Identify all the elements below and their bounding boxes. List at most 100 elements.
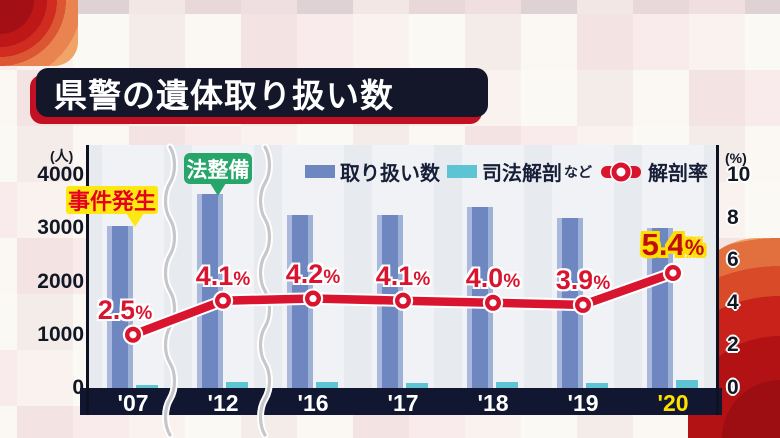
rate-label-percent: % [413, 268, 431, 290]
legend-swatch [305, 165, 335, 178]
page-title: 県警の遺体取り扱い数 [54, 76, 394, 114]
y-tick-right: 6 [727, 248, 739, 272]
rate-label-number: 2.5 [97, 294, 136, 325]
annotation-legislation: 法整備 [184, 153, 252, 184]
bg-tile [521, 70, 577, 126]
bg-tile [745, 0, 780, 14]
legend-line-icon [601, 162, 641, 181]
bg-tile [689, 70, 745, 126]
bg-tile [353, 0, 409, 14]
right-axis-line [716, 145, 719, 415]
x-tick-label: '16 [297, 390, 329, 416]
legend-label-small: など [564, 163, 592, 180]
chart-legend: 取り扱い数 司法解剖 など 解剖率 [305, 157, 708, 186]
x-tick-label: '20 [657, 390, 689, 416]
bg-tile [17, 238, 73, 294]
y-tick-left: 1000 [37, 322, 84, 346]
rate-label: 4.0% [466, 263, 520, 294]
x-tick-label: '19 [567, 390, 599, 416]
rate-label-number: 4.1 [195, 260, 234, 291]
bar-autopsy [316, 382, 338, 388]
rate-label-number: 4.0 [465, 262, 504, 293]
legend-item: 解剖率 [599, 157, 708, 186]
legend-label: 取り扱い数 [340, 163, 440, 185]
legend-label: 司法解剖 [482, 163, 562, 185]
bg-tile [17, 406, 73, 438]
rate-label: 4.1% [376, 261, 430, 292]
y-tick-right: 10 [727, 163, 751, 186]
right-axis-unit: (%) [725, 150, 747, 166]
bg-tile [0, 182, 17, 238]
rate-label-number: 3.9 [555, 264, 594, 295]
rate-label-number: 4.1 [375, 260, 414, 291]
bg-tile [17, 182, 73, 238]
bar-autopsy [136, 384, 158, 388]
x-tick-label: '18 [477, 390, 509, 416]
y-tick-left: 2000 [37, 269, 84, 293]
legend-ring-icon [611, 162, 631, 181]
bar-handled [467, 207, 493, 388]
legend-label: 解剖率 [648, 163, 708, 185]
bg-tile [185, 0, 241, 14]
bg-tile [73, 0, 129, 14]
bg-tile [73, 14, 129, 70]
y-tick-left: 3000 [37, 216, 84, 240]
left-axis-line [86, 145, 89, 415]
x-tick-label: '12 [207, 390, 239, 416]
bg-tile [0, 350, 17, 406]
bg-tile [577, 70, 633, 126]
x-tick-label: '17 [387, 390, 419, 416]
rate-label-number: 4.2 [285, 258, 324, 289]
rate-label-percent: % [593, 272, 611, 294]
rate-label-percent: % [233, 268, 251, 290]
y-tick-right: 0 [727, 376, 739, 399]
bg-tile [129, 0, 185, 14]
bg-tile [0, 238, 17, 294]
rate-label-percent: % [684, 234, 705, 260]
red-swirl-decoration-top-left [0, 0, 78, 66]
rate-label: 4.2% [286, 259, 340, 290]
y-tick-left: 4000 [37, 163, 84, 186]
rate-label-percent: % [503, 270, 521, 292]
bg-tile [0, 70, 17, 126]
chart-area: 取り扱い数 司法解剖 など 解剖率 2.5% 4.1% 4.2% 4.1% 4.0% 3.9% 5… [80, 143, 722, 438]
bg-tile [185, 14, 241, 70]
y-tick-left: 0 [72, 376, 84, 399]
x-tick-label: '07 [117, 390, 149, 416]
y-tick-right: 2 [727, 333, 739, 357]
rate-label: 2.5% [98, 295, 152, 326]
bg-tile [353, 14, 409, 70]
plot-area: 取り扱い数 司法解剖 など 解剖率 [88, 145, 718, 388]
bg-tile [17, 350, 73, 406]
bg-tile [465, 0, 521, 14]
bar-handled [557, 217, 583, 388]
bg-tile [745, 70, 780, 126]
left-axis-unit: (人) [50, 148, 74, 164]
bar-autopsy [226, 382, 248, 388]
bar-autopsy [676, 380, 698, 388]
bg-tile [521, 14, 577, 70]
bg-tile [465, 14, 521, 70]
bg-tile [745, 14, 780, 70]
bg-tile [745, 182, 780, 238]
bg-tile [689, 14, 745, 70]
bg-tile [745, 126, 780, 182]
legend-item: 司法解剖 など [447, 157, 592, 186]
x-axis-band [80, 388, 722, 415]
rate-label-percent: % [135, 302, 153, 324]
bg-tile [17, 294, 73, 350]
bg-tile [577, 14, 633, 70]
bg-tile [17, 126, 73, 182]
legend-swatch [447, 165, 477, 178]
bg-tile [689, 0, 745, 14]
right-axis-ticks: 10 8 6 4 2 0 [727, 0, 777, 438]
bg-tile [521, 0, 577, 14]
rate-label: 3.9% [556, 265, 610, 296]
bg-tile [0, 406, 17, 438]
bg-tile [129, 14, 185, 70]
y-tick-right: 4 [727, 290, 739, 314]
legend-item: 取り扱い数 [305, 157, 440, 186]
bg-tile [0, 294, 17, 350]
bar-autopsy [406, 382, 428, 388]
